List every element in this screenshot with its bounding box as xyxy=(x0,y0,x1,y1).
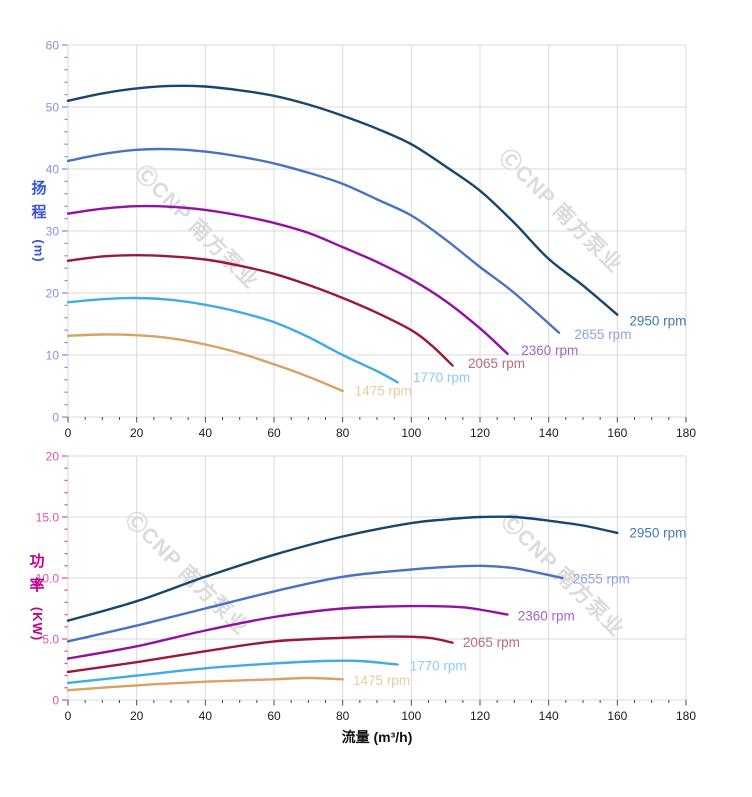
x-tick-label: 40 xyxy=(199,709,213,723)
head-axis-title-char1: 扬 xyxy=(31,180,47,197)
x-tick-label: 160 xyxy=(607,709,627,723)
watermark: ⒸCNP 南方泵业 xyxy=(121,507,254,640)
head-chart-axes: 0 20 40 60 80 100 120 140 160 180 0 10 20 30 40 50 60 xyxy=(46,39,697,441)
x-tick-label: 80 xyxy=(336,709,350,723)
x-tick-label: 60 xyxy=(267,426,281,440)
series-label-2360-rpm: 2360 rpm xyxy=(518,608,575,623)
x-tick-label: 140 xyxy=(539,709,559,723)
curve-2360-rpm xyxy=(66,604,509,660)
series-label-1475-rpm: 1475 rpm xyxy=(353,673,410,688)
x-tick-label: 20 xyxy=(130,426,144,440)
x-tick-label: 180 xyxy=(676,426,696,440)
y-tick-label: 30 xyxy=(46,225,60,239)
x-tick-label: 40 xyxy=(199,426,213,440)
y-tick-label: 15.0 xyxy=(36,511,60,525)
power-axis-title-char2: 率 xyxy=(29,577,45,594)
x-tick-label: 100 xyxy=(401,426,421,440)
watermark: ⒸCNP 南方泵业 xyxy=(495,145,628,278)
curve-2360-rpm xyxy=(66,204,509,355)
x-tick-label: 0 xyxy=(65,709,72,723)
y-tick-label: 60 xyxy=(46,39,60,53)
power-axis-title: 功 率 (KW) xyxy=(25,550,49,641)
series-label-1770-rpm: 1770 rpm xyxy=(413,370,470,385)
curve-1475-rpm xyxy=(66,676,344,692)
series-label-2950-rpm: 2950 rpm xyxy=(629,525,686,540)
series-label-2655-rpm: 2655 rpm xyxy=(574,327,631,342)
curve-1475-rpm xyxy=(66,333,344,393)
y-tick-label: 40 xyxy=(46,163,60,177)
y-tick-label: 10.0 xyxy=(36,572,60,586)
curve-2065-rpm xyxy=(66,635,454,674)
y-tick-label: 50 xyxy=(46,101,60,115)
x-tick-label: 100 xyxy=(401,709,421,723)
x-tick-label: 180 xyxy=(676,709,696,723)
series-label-2950-rpm: 2950 rpm xyxy=(629,313,686,328)
series-label-2655-rpm: 2655 rpm xyxy=(573,572,630,587)
head-axis-title: 扬 程 (m) xyxy=(27,177,51,263)
curve-2950-rpm xyxy=(66,515,619,622)
x-tick-label: 160 xyxy=(607,426,627,440)
x-tick-label: 120 xyxy=(470,709,490,723)
x-tick-label: 120 xyxy=(470,426,490,440)
x-tick-label: 140 xyxy=(539,426,559,440)
y-tick-label: 5.0 xyxy=(42,633,59,647)
series-label-2360-rpm: 2360 rpm xyxy=(521,343,578,358)
x-axis-title: 流量 (m³/h) xyxy=(341,729,413,745)
x-tick-label: 80 xyxy=(336,426,350,440)
series-label-1770-rpm: 1770 rpm xyxy=(410,658,467,673)
curve-2655-rpm xyxy=(66,147,561,334)
y-tick-label: 20 xyxy=(46,287,60,301)
x-tick-label: 60 xyxy=(267,709,281,723)
y-tick-label: 0 xyxy=(52,411,59,425)
head-axis-title-char2: 程 xyxy=(31,204,47,221)
curve-2950-rpm xyxy=(66,84,619,316)
x-tick-label: 0 xyxy=(65,426,72,440)
curve-1770-rpm xyxy=(66,659,399,685)
y-tick-label: 0 xyxy=(52,694,59,708)
series-label-2065-rpm: 2065 rpm xyxy=(463,635,520,650)
curve-2065-rpm xyxy=(66,253,454,367)
power-axis-unit: (KW) xyxy=(30,606,46,642)
head-axis-unit: (m) xyxy=(32,239,47,263)
power-chart-series: 2950 rpm 2655 rpm 2360 rpm 2065 rpm 1770 rpm… xyxy=(66,515,686,692)
series-label-1475-rpm: 1475 rpm xyxy=(355,383,412,398)
power-axis-title-char1: 功 xyxy=(29,553,45,570)
power-chart-axes: 0 20 40 60 80 100 120 140 160 180 0 5.0 10.0 15.0 20 xyxy=(36,450,697,724)
curve-2655-rpm xyxy=(66,564,564,643)
curve-1770-rpm xyxy=(66,296,399,384)
y-tick-label: 10 xyxy=(46,349,60,363)
x-tick-label: 20 xyxy=(130,709,144,723)
series-label-2065-rpm: 2065 rpm xyxy=(468,356,525,371)
watermark: ⒸCNP 南方泵业 xyxy=(131,161,264,294)
y-tick-label: 20 xyxy=(46,450,60,464)
